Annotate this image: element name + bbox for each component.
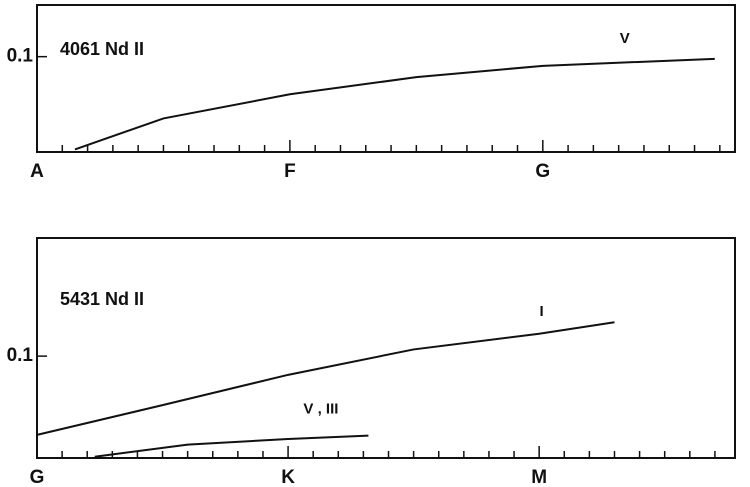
plot-frame [36, 4, 736, 153]
y-tick-label: 0.1 [7, 46, 34, 67]
curve-label: V , III [303, 401, 338, 418]
x-tick-label: G [535, 161, 550, 182]
y-tick-label: 0.1 [7, 345, 34, 366]
x-tick-label: M [531, 467, 547, 487]
panel-title: 5431 Nd II [60, 289, 144, 309]
panel-title: 4061 Nd II [60, 39, 144, 59]
curve [36, 321, 615, 436]
curve-label: V [620, 30, 630, 47]
curve-label: I [539, 303, 543, 320]
curve [94, 434, 369, 458]
x-tick-label: F [284, 161, 296, 182]
plot-frame [36, 237, 736, 459]
curve [74, 57, 715, 151]
x-tick-label: G [30, 467, 45, 487]
x-tick-label: K [281, 467, 295, 487]
x-tick-label: A [30, 161, 44, 182]
